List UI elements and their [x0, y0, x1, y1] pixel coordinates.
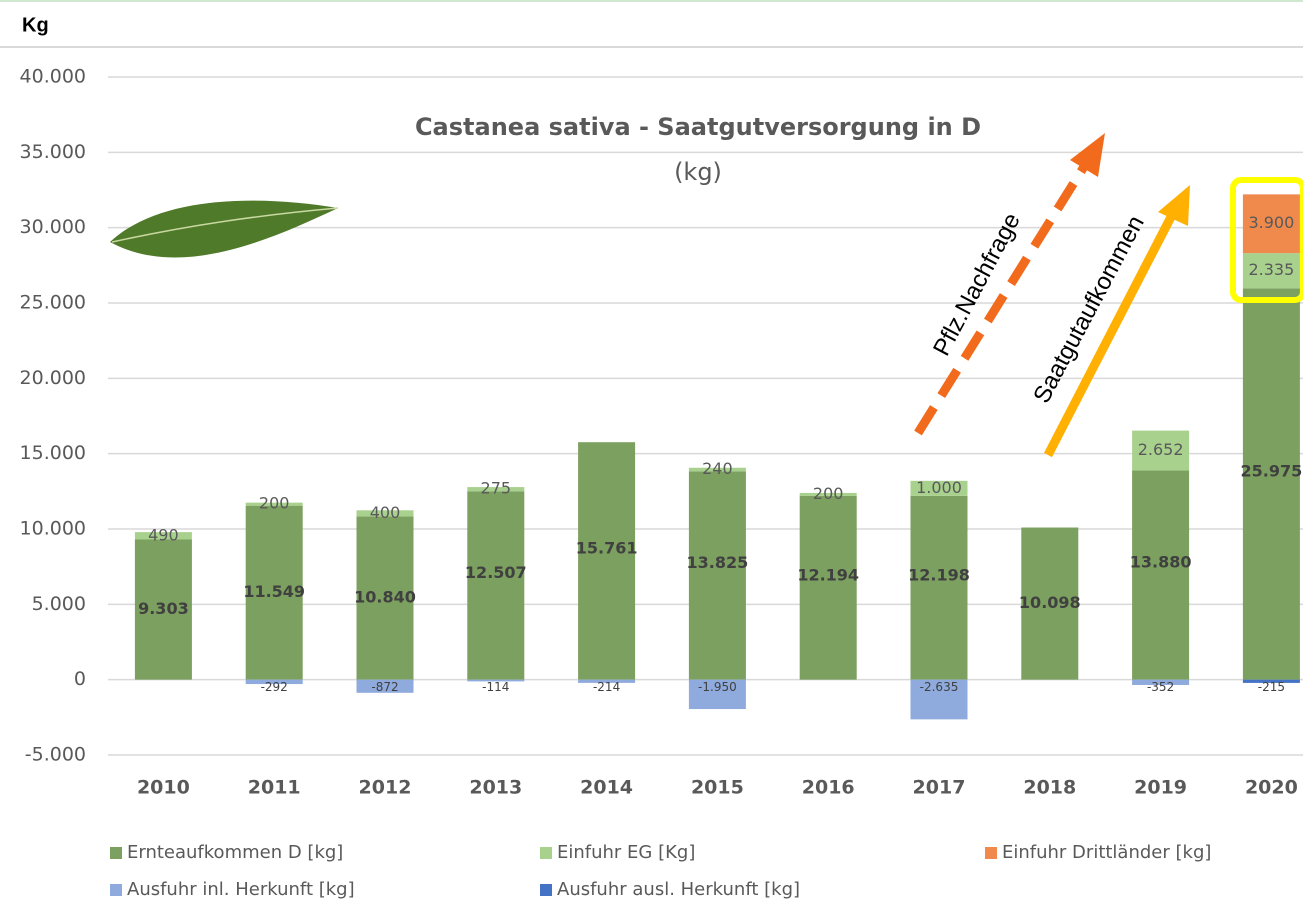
data-label: 275 [481, 479, 512, 498]
data-label: 200 [813, 484, 844, 503]
bar-segment [467, 679, 525, 682]
y-tick-label: 30.000 [20, 216, 86, 238]
legend-label: Einfuhr Drittländer [kg] [1002, 842, 1211, 863]
bar-segment [688, 471, 746, 680]
demand-arrow [914, 133, 1105, 436]
data-label: 240 [702, 459, 733, 478]
y-tick-label: 10.000 [20, 518, 86, 540]
x-tick-label: 2014 [580, 777, 633, 799]
data-label: 13.825 [687, 553, 749, 572]
y-tick-label: 20.000 [20, 367, 86, 389]
bar-segment [1021, 527, 1079, 680]
bar-segment [245, 505, 303, 680]
bar-segment [1132, 470, 1190, 680]
legend: Ernteaufkommen D [kg] Einfuhr EG [Kg] Einf… [110, 842, 1211, 900]
bar-segment [910, 679, 968, 720]
data-label: 1.000 [916, 478, 962, 497]
y-tick-label: 15.000 [20, 442, 86, 464]
x-tick-label: 2012 [359, 777, 412, 799]
bar-segment [356, 516, 414, 680]
leaf-icon [110, 200, 339, 258]
legend-swatch [985, 847, 997, 859]
data-label: 25.975 [1241, 461, 1303, 480]
data-label: 12.198 [908, 565, 970, 584]
data-label: 490 [148, 525, 179, 544]
y-tick-label: 35.000 [20, 141, 86, 163]
y-tick-label: 40.000 [20, 66, 86, 88]
x-tick-label: 2013 [469, 777, 522, 799]
chart-subtitle: (kg) [674, 158, 722, 186]
bar-segment [1242, 194, 1300, 254]
bar-segment [245, 502, 303, 506]
data-label: -215 [1258, 680, 1285, 694]
x-tick-label: 2011 [248, 777, 301, 799]
legend-label: Einfuhr EG [Kg] [557, 842, 695, 863]
bar-segment [1242, 288, 1300, 680]
data-label: 200 [259, 494, 290, 513]
bar-segment [799, 495, 857, 680]
data-label: 10.098 [1019, 593, 1081, 612]
x-tick-label: 2018 [1023, 777, 1076, 799]
supply-arrow [1044, 185, 1190, 458]
data-label: 12.507 [465, 563, 527, 582]
data-label: -214 [593, 680, 620, 694]
plot-area: -5.000 0 5.000 10.000 15.000 20.000 25.000 30.0… [20, 66, 1303, 799]
data-label: 2.335 [1248, 260, 1294, 279]
data-label: -872 [371, 680, 398, 694]
data-label: -2.635 [920, 680, 959, 694]
data-label: 10.840 [354, 588, 416, 607]
bar-segment [688, 467, 746, 472]
data-label: -292 [261, 680, 288, 694]
legend-swatch [110, 847, 122, 859]
bar-segment [467, 491, 525, 680]
data-label: 15.761 [576, 538, 638, 557]
bar-segment [134, 532, 192, 540]
data-label: -114 [482, 680, 509, 694]
bar-segment [356, 679, 414, 693]
data-label: 9.303 [138, 599, 189, 618]
data-label: 3.900 [1248, 213, 1294, 232]
bar-segment [910, 480, 968, 496]
data-label: 13.880 [1130, 553, 1192, 572]
legend-swatch [540, 884, 552, 896]
x-tick-label: 2016 [802, 777, 855, 799]
bar-segment [245, 679, 303, 685]
data-label: 12.194 [797, 565, 859, 584]
legend-label: Ausfuhr ausl. Herkunft [kg] [557, 879, 800, 900]
bar-segment [1242, 253, 1300, 289]
bar-segment [688, 679, 746, 710]
data-label: 11.549 [243, 582, 305, 601]
legend-swatch [110, 884, 122, 896]
highlight-box [1230, 177, 1303, 303]
data-label: -1.950 [698, 680, 737, 694]
y-axis-title: Kg [22, 14, 49, 36]
data-label: 400 [370, 503, 401, 522]
chart-title: Castanea sativa - Saatgutversorgung in D [415, 113, 981, 141]
x-tick-label: 2015 [691, 777, 744, 799]
x-tick-label: 2010 [137, 777, 190, 799]
data-label: -352 [1147, 680, 1174, 694]
bar-segment [578, 679, 636, 683]
bar-segment [356, 510, 414, 517]
bar-segment [1132, 679, 1190, 685]
x-tick-label: 2017 [913, 777, 966, 799]
legend-label: Ausfuhr inl. Herkunft [kg] [127, 879, 355, 900]
x-tick-label: 2020 [1245, 777, 1298, 799]
bar-segment [799, 492, 857, 496]
bar-segment [467, 487, 525, 492]
bar-segment [1242, 679, 1300, 683]
legend-swatch [540, 847, 552, 859]
bar-segment [578, 442, 636, 680]
bar-segment [134, 539, 192, 680]
y-tick-label: 25.000 [20, 292, 86, 314]
legend-label: Ernteaufkommen D [kg] [127, 842, 343, 863]
x-tick-label: 2019 [1134, 777, 1187, 799]
bar-segment [1132, 430, 1190, 471]
bar-segment [910, 495, 968, 680]
y-tick-label: 5.000 [32, 593, 86, 615]
data-label: 2.652 [1138, 440, 1184, 459]
y-tick-label: 0 [74, 668, 86, 690]
y-tick-label: -5.000 [25, 744, 86, 766]
